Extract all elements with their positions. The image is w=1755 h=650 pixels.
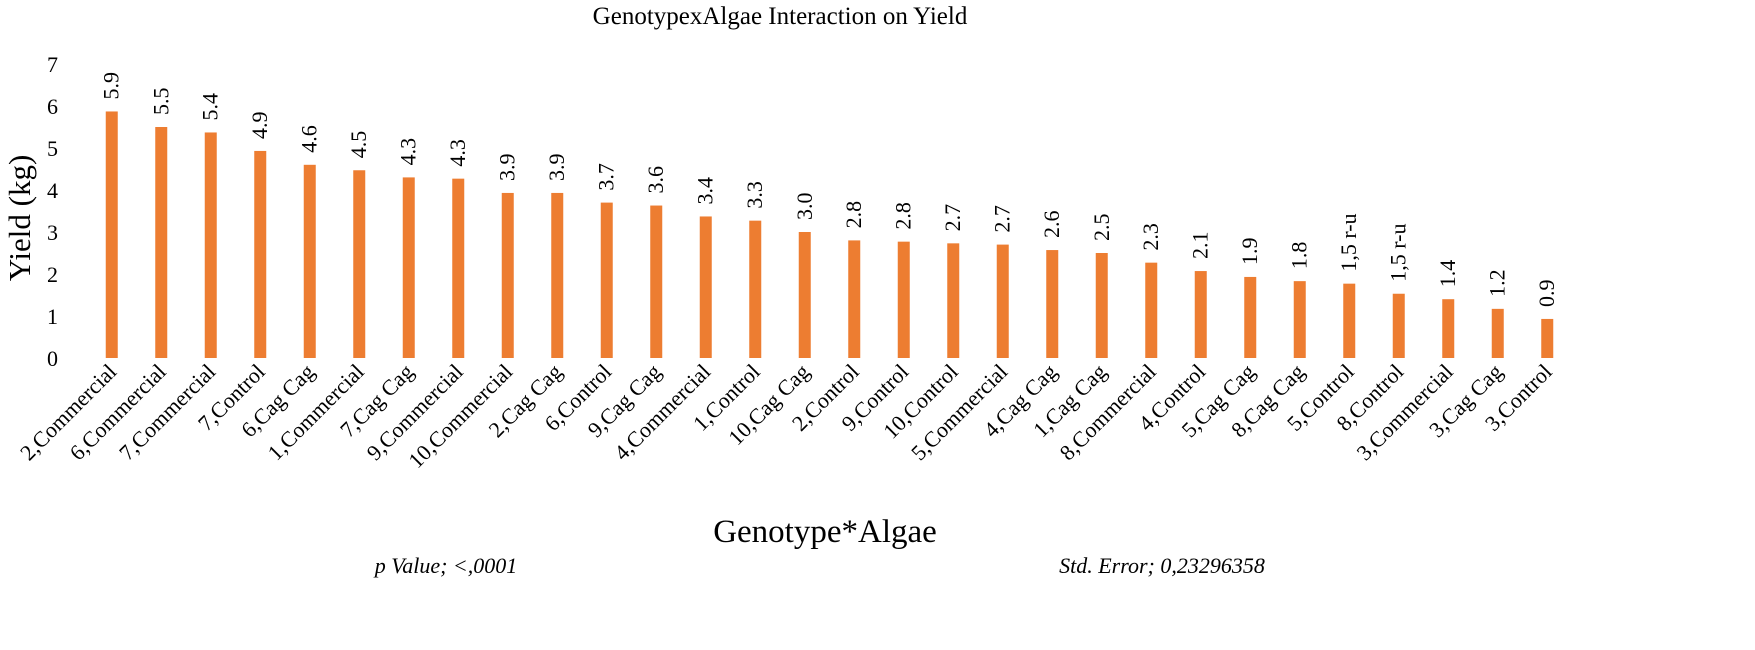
y-tick-label: 1 xyxy=(47,304,58,329)
bar xyxy=(254,150,267,358)
data-label: 2.8 xyxy=(891,202,916,230)
bar xyxy=(353,170,366,358)
bar xyxy=(1491,308,1504,358)
data-label: 2.8 xyxy=(841,201,866,229)
bar xyxy=(1442,299,1455,358)
data-label: 4.6 xyxy=(297,125,322,153)
y-tick-label: 7 xyxy=(47,52,58,77)
data-label: 2.6 xyxy=(1039,211,1064,239)
data-label: 1,5 r-u xyxy=(1386,224,1411,282)
bar xyxy=(650,205,663,358)
bar-series xyxy=(105,111,1554,359)
y-tick-label: 0 xyxy=(47,346,58,371)
data-label: 3.4 xyxy=(693,177,718,205)
bar xyxy=(798,232,811,358)
bar xyxy=(1293,281,1306,358)
bar xyxy=(1046,250,1059,358)
bar xyxy=(1095,253,1108,358)
data-label: 4.5 xyxy=(346,131,371,159)
y-tick-label: 4 xyxy=(47,178,58,203)
data-label: 1,5 r-u xyxy=(1336,213,1361,271)
data-label: 4.3 xyxy=(445,139,470,167)
data-label: 2.1 xyxy=(1188,232,1213,260)
bar xyxy=(1244,276,1257,358)
data-label: 4.9 xyxy=(247,111,272,139)
data-label: 3.9 xyxy=(495,153,520,181)
data-label: 5.9 xyxy=(99,72,124,100)
bar xyxy=(452,178,465,358)
bar xyxy=(699,216,712,358)
bar xyxy=(1145,262,1158,358)
x-axis-categories: 2,Commercial6,Commercial7,Commercial7,Co… xyxy=(15,359,1557,473)
data-label: 0.9 xyxy=(1534,279,1559,307)
y-tick-label: 5 xyxy=(47,136,58,161)
data-label: 2.7 xyxy=(990,205,1015,233)
bar xyxy=(848,240,861,358)
bar xyxy=(501,192,514,358)
bar xyxy=(749,220,762,358)
x-axis-label: Genotype*Algae xyxy=(713,514,937,550)
data-label: 3.9 xyxy=(544,153,569,181)
bar xyxy=(551,192,564,358)
data-label: 2.5 xyxy=(1089,214,1114,242)
y-tick-label: 6 xyxy=(47,94,58,119)
bar xyxy=(105,111,118,359)
bar xyxy=(947,243,960,358)
data-label: 3.0 xyxy=(792,193,817,221)
data-label: 2.7 xyxy=(940,204,965,232)
data-label: 3.6 xyxy=(643,166,668,194)
bar xyxy=(402,177,415,358)
data-label: 1.9 xyxy=(1237,237,1262,265)
bar xyxy=(204,132,217,358)
data-label: 1.4 xyxy=(1435,260,1460,288)
bar xyxy=(897,241,910,358)
bar xyxy=(1541,318,1554,358)
data-label: 1.8 xyxy=(1287,242,1312,270)
y-tick-label: 3 xyxy=(47,220,58,245)
chart-title: GenotypexAlgae Interaction on Yield xyxy=(593,3,968,30)
std-error-note: Std. Error; 0,23296358 xyxy=(1059,553,1265,578)
y-axis-ticks: 0 1 2 3 4 5 6 7 xyxy=(47,52,58,371)
data-labels: 5.9 5.5 5.4 4.9 4.6 4.5 4.3 4.3 3.9 3.9 3.7 3.6 3.4 3… xyxy=(99,72,1560,307)
data-label: 2.3 xyxy=(1138,223,1163,251)
data-label: 5.5 xyxy=(148,88,173,116)
y-tick-label: 2 xyxy=(47,262,58,287)
bar xyxy=(600,202,613,358)
data-label: 3.3 xyxy=(742,181,767,209)
data-label: 1.2 xyxy=(1485,269,1510,297)
bar xyxy=(1392,293,1405,358)
data-label: 4.3 xyxy=(396,138,421,166)
bar xyxy=(155,127,168,358)
p-value-note: p Value; <,0001 xyxy=(373,553,518,578)
bar xyxy=(1343,283,1356,358)
bar xyxy=(1194,271,1207,358)
bar xyxy=(996,244,1009,358)
data-label: 3.7 xyxy=(594,163,619,191)
y-axis-label: Yield (kg) xyxy=(2,155,37,282)
data-label: 5.4 xyxy=(198,93,223,121)
bar xyxy=(303,164,316,358)
